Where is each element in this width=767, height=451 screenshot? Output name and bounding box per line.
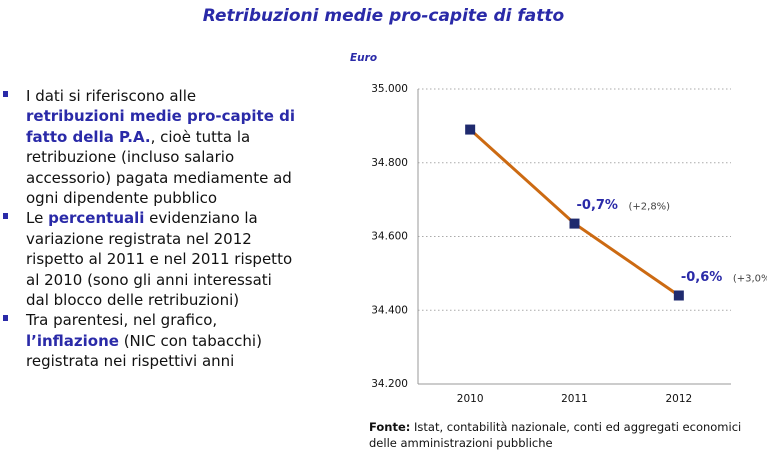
y-tick-label: 34.800 [371, 157, 408, 169]
text: Tra parentesi, nel grafico, [26, 311, 218, 330]
source-text: delle amministrazioni pubbliche [369, 436, 553, 450]
bullet: Tra parentesi, nel grafico, l’inflazione … [3, 310, 295, 371]
text: Le [26, 209, 49, 228]
bullet: I dati si riferiscono alle retribuzioni m… [3, 86, 295, 208]
highlight-text: l’inflazione [26, 331, 119, 350]
bullet-line: fatto della P.A., cioè tutta la [26, 127, 295, 147]
x-tick-label: 2010 [457, 393, 484, 405]
change-label: -0,7% [577, 198, 618, 213]
text: al 2010 (sono gli anni interessati [26, 270, 272, 289]
text: ogni dipendente pubblico [26, 189, 218, 208]
bullet-line: retribuzioni medie pro-capite di [26, 106, 295, 126]
bullet-line: retribuzione (incluso salario [26, 147, 295, 167]
text: variazione registrata nel 2012 [26, 229, 252, 248]
slide-title: Retribuzioni medie pro-capite di fatto [202, 6, 565, 26]
text: accessorio) pagata mediamente ad [26, 168, 292, 187]
source-label: Fonte: [369, 420, 411, 434]
bullet-list: I dati si riferiscono alle retribuzioni m… [3, 86, 295, 372]
source-text: Istat, contabilità nazionale, conti ed a… [410, 420, 742, 434]
text: rispetto al 2011 e nel 2011 rispetto [26, 250, 293, 269]
bullet-line: I dati si riferiscono alle [26, 86, 295, 106]
text: (NIC con tabacchi) [118, 331, 262, 350]
bullet-marker [3, 213, 8, 220]
text: dal blocco delle retribuzioni) [26, 291, 240, 310]
y-tick-label: 34.600 [371, 231, 408, 243]
bullet-line: Tra parentesi, nel grafico, [26, 310, 295, 330]
data-marker [569, 218, 580, 229]
bullet-line: dal blocco delle retribuzioni) [26, 290, 295, 310]
text: retribuzione (incluso salario [26, 148, 235, 167]
y-tick-label: 35.000 [371, 83, 408, 95]
x-tick-label: 2011 [561, 393, 588, 405]
text: I dati si riferiscono alle [26, 87, 197, 105]
y-tick-label: 34.400 [371, 304, 408, 316]
text: registrata nei rispettivi anni [26, 352, 235, 371]
text: , cioè tutta la [150, 127, 251, 146]
text: evidenziano la [144, 209, 258, 228]
bullet-line: registrata nei rispettivi anni [26, 351, 295, 371]
bullet: Le percentuali evidenziano la variazione … [3, 208, 295, 310]
source-note: Fonte: Istat, contabilità nazionale, con… [369, 419, 741, 451]
source-line: delle amministrazioni pubbliche [369, 435, 741, 451]
bullet-line: ogni dipendente pubblico [26, 188, 295, 208]
bullet-marker [3, 315, 8, 322]
bullet-marker [3, 91, 8, 97]
data-marker [465, 124, 476, 135]
highlight-text: fatto della P.A. [26, 127, 151, 146]
inflation-label: (+2,8%) [629, 202, 671, 213]
y-tick-label: 34.200 [371, 378, 408, 390]
data-marker [673, 290, 684, 301]
bullet-line: al 2010 (sono gli anni interessati [26, 270, 295, 290]
highlight-text: retribuzioni medie pro-capite di [26, 107, 295, 126]
bullet-line: Le percentuali evidenziano la [26, 208, 295, 228]
bullet-line: accessorio) pagata mediamente ad [26, 168, 295, 188]
source-line: Fonte: Istat, contabilità nazionale, con… [369, 419, 741, 435]
y-axis-label: Euro [350, 52, 377, 64]
highlight-text: percentuali [48, 209, 145, 228]
inflation-label: (+3,0%) [733, 274, 767, 285]
bullet-line: rispetto al 2011 e nel 2011 rispetto [26, 249, 295, 269]
bullet-line: l’inflazione (NIC con tabacchi) [26, 331, 295, 351]
x-tick-label: 2012 [665, 393, 692, 405]
change-label: -0,6% [681, 270, 722, 285]
bullet-line: variazione registrata nel 2012 [26, 229, 295, 249]
